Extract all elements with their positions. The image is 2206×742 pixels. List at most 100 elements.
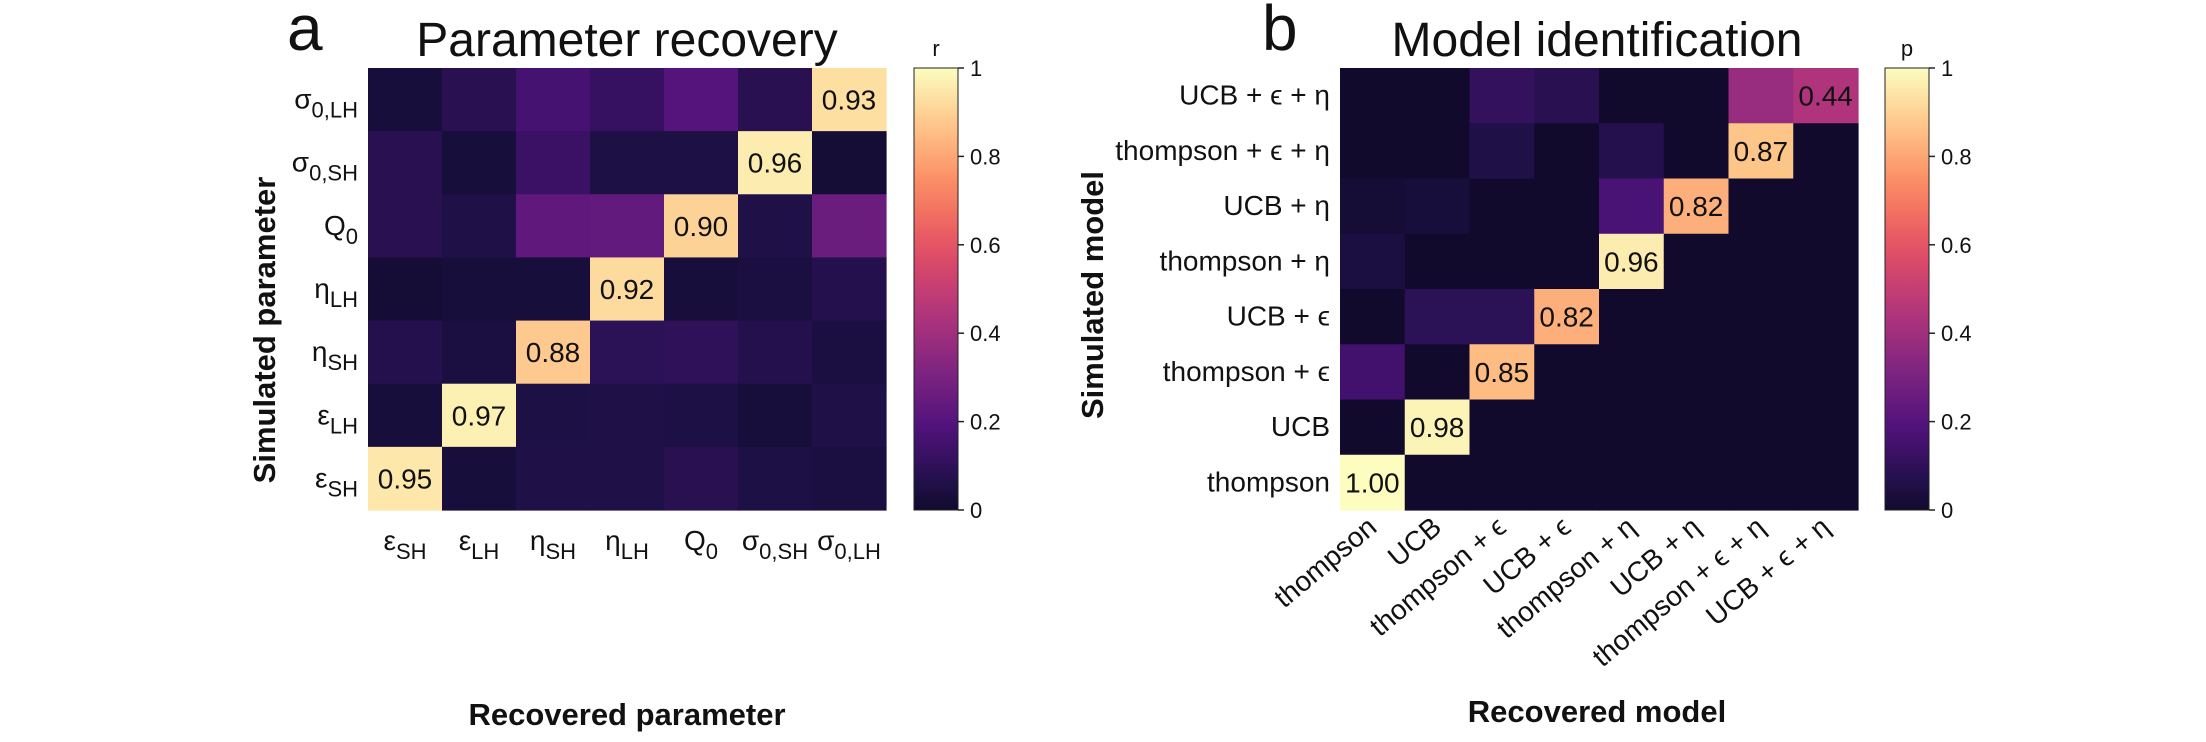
colorbar-tick-label: 0.8 xyxy=(970,144,1001,169)
heatmap-cell xyxy=(368,131,443,195)
heatmap-cell xyxy=(1534,344,1600,401)
heatmap-cell xyxy=(738,68,813,132)
heatmap-cell xyxy=(664,68,739,132)
cell-value-label: 0.93 xyxy=(822,85,877,116)
heatmap-cell xyxy=(368,320,443,385)
heatmap-cell xyxy=(1728,454,1794,511)
heatmap-cell xyxy=(1599,123,1665,180)
heatmap-cell xyxy=(1599,68,1665,124)
panel-b-colorbar-ticks: 0 0.2 0.4 0.6 0.8 1 xyxy=(1929,56,1972,523)
heatmap-cell xyxy=(1534,68,1600,124)
panel-a-x-axis-title: Recovered parameter xyxy=(468,697,785,732)
heatmap-cell xyxy=(590,257,665,322)
heatmap-cell xyxy=(1404,178,1471,235)
panel-b-model-identification: b Model identification 0.440.870.820.960… xyxy=(1075,0,1972,729)
heatmap-cell xyxy=(738,131,813,195)
x-tick-label: thompson xyxy=(1268,511,1382,614)
heatmap-cell xyxy=(1663,68,1730,124)
panel-a-colorbar-label: r xyxy=(932,36,939,61)
cell-value-label: 0.96 xyxy=(748,148,803,179)
colorbar-tick-label: 0.2 xyxy=(970,410,1001,435)
x-tick-label: Q0 xyxy=(684,525,718,564)
heatmap-cell xyxy=(664,257,739,322)
heatmap-cell xyxy=(1469,123,1535,180)
heatmap-cell xyxy=(1534,454,1600,511)
heatmap-cell xyxy=(1469,399,1535,456)
heatmap-cell xyxy=(1534,233,1600,290)
heatmap-cell xyxy=(1340,289,1406,345)
y-tick-label: UCB xyxy=(1271,411,1330,442)
heatmap-cell xyxy=(664,131,739,195)
y-tick-label: ηLH xyxy=(314,273,358,312)
panel-a-colorbar-ticks: 0 0.2 0.4 0.6 0.8 1 xyxy=(958,56,1001,523)
panel-b-y-tick-labels: UCB + ϵ + η thompson + ϵ + η UCB + η thomps… xyxy=(1115,80,1330,498)
heatmap-cell xyxy=(1793,68,1859,124)
colorbar-tick-label: 0.4 xyxy=(1941,321,1972,346)
heatmap-cell xyxy=(1404,68,1471,124)
heatmap-cell xyxy=(1793,123,1859,180)
heatmap-cell xyxy=(1599,344,1665,401)
heatmap-cell xyxy=(1663,344,1730,401)
y-tick-label: UCB + ϵ xyxy=(1227,301,1330,332)
y-tick-label: UCB + ϵ + η xyxy=(1179,80,1330,111)
y-tick-label: εSH xyxy=(315,462,358,501)
heatmap-cell xyxy=(442,194,517,259)
heatmap-cell xyxy=(1663,454,1730,511)
heatmap-cell xyxy=(812,194,887,259)
heatmap-cell xyxy=(1663,399,1730,456)
heatmap-cell xyxy=(1340,344,1406,401)
cell-value-label: 0.82 xyxy=(1539,302,1594,333)
heatmap-cell xyxy=(590,383,665,448)
panel-a-title: Parameter recovery xyxy=(416,14,837,67)
panel-b-colorbar-label: p xyxy=(1901,36,1913,61)
heatmap-cell xyxy=(368,68,443,132)
heatmap-cell xyxy=(812,320,887,385)
heatmap-cell xyxy=(1340,178,1406,235)
heatmap-cell xyxy=(442,68,517,132)
heatmap-cell xyxy=(516,131,591,195)
heatmap-cell xyxy=(368,257,443,322)
x-tick-label: σ0,SH xyxy=(742,525,808,564)
heatmap-cell xyxy=(812,446,887,511)
panel-a-y-tick-labels: σ0,LH σ0,SH Q0 ηLH ηSH εLH εSH xyxy=(292,84,358,502)
heatmap-cell xyxy=(1728,344,1794,401)
cell-value-label: 0.97 xyxy=(452,400,507,431)
cell-value-label: 0.90 xyxy=(674,211,729,242)
heatmap-cell xyxy=(1599,233,1665,290)
heatmap-cell xyxy=(590,131,665,195)
heatmap-cell xyxy=(1599,454,1665,511)
cell-value-label: 0.85 xyxy=(1475,357,1530,388)
colorbar-tick-label: 1 xyxy=(970,56,982,81)
heatmap-cell xyxy=(1340,399,1406,456)
panel-b-colorbar: p 0 0.2 0.4 0.6 0.8 1 xyxy=(1884,36,1972,523)
heatmap-cell xyxy=(1728,178,1794,235)
heatmap-cell xyxy=(368,194,443,259)
panel-a-colorbar-gradient xyxy=(913,67,959,511)
cell-value-label: 0.87 xyxy=(1734,136,1789,167)
heatmap-cell xyxy=(1469,233,1535,290)
colorbar-tick-label: 1 xyxy=(1941,56,1953,81)
heatmap-cell xyxy=(812,68,887,132)
heatmap-cell xyxy=(1404,454,1471,511)
heatmap-cell xyxy=(516,320,591,385)
heatmap-cell xyxy=(1599,399,1665,456)
heatmap-cell xyxy=(1469,178,1535,235)
heatmap-cell xyxy=(1534,178,1600,235)
heatmap-cell xyxy=(1340,233,1406,290)
heatmap-cell xyxy=(738,446,813,511)
heatmap-cell xyxy=(1663,233,1730,290)
panel-b-y-axis-title: Simulated model xyxy=(1075,171,1110,419)
heatmap-cell xyxy=(1404,289,1471,345)
heatmap-cell xyxy=(590,320,665,385)
heatmap-cell xyxy=(1340,123,1406,180)
heatmap-cell xyxy=(516,446,591,511)
y-tick-label: thompson + ϵ + η xyxy=(1115,135,1330,166)
heatmap-cell xyxy=(1469,68,1535,124)
panel-b-colorbar-gradient xyxy=(1884,67,1930,511)
x-tick-label: ηLH xyxy=(605,525,649,564)
cell-value-label: 0.82 xyxy=(1669,191,1724,222)
cell-value-label: 0.88 xyxy=(526,337,581,368)
colorbar-tick-label: 0.4 xyxy=(970,321,1001,346)
heatmap-cell xyxy=(590,68,665,132)
panel-a-y-axis-title: Simulated parameter xyxy=(247,177,282,484)
